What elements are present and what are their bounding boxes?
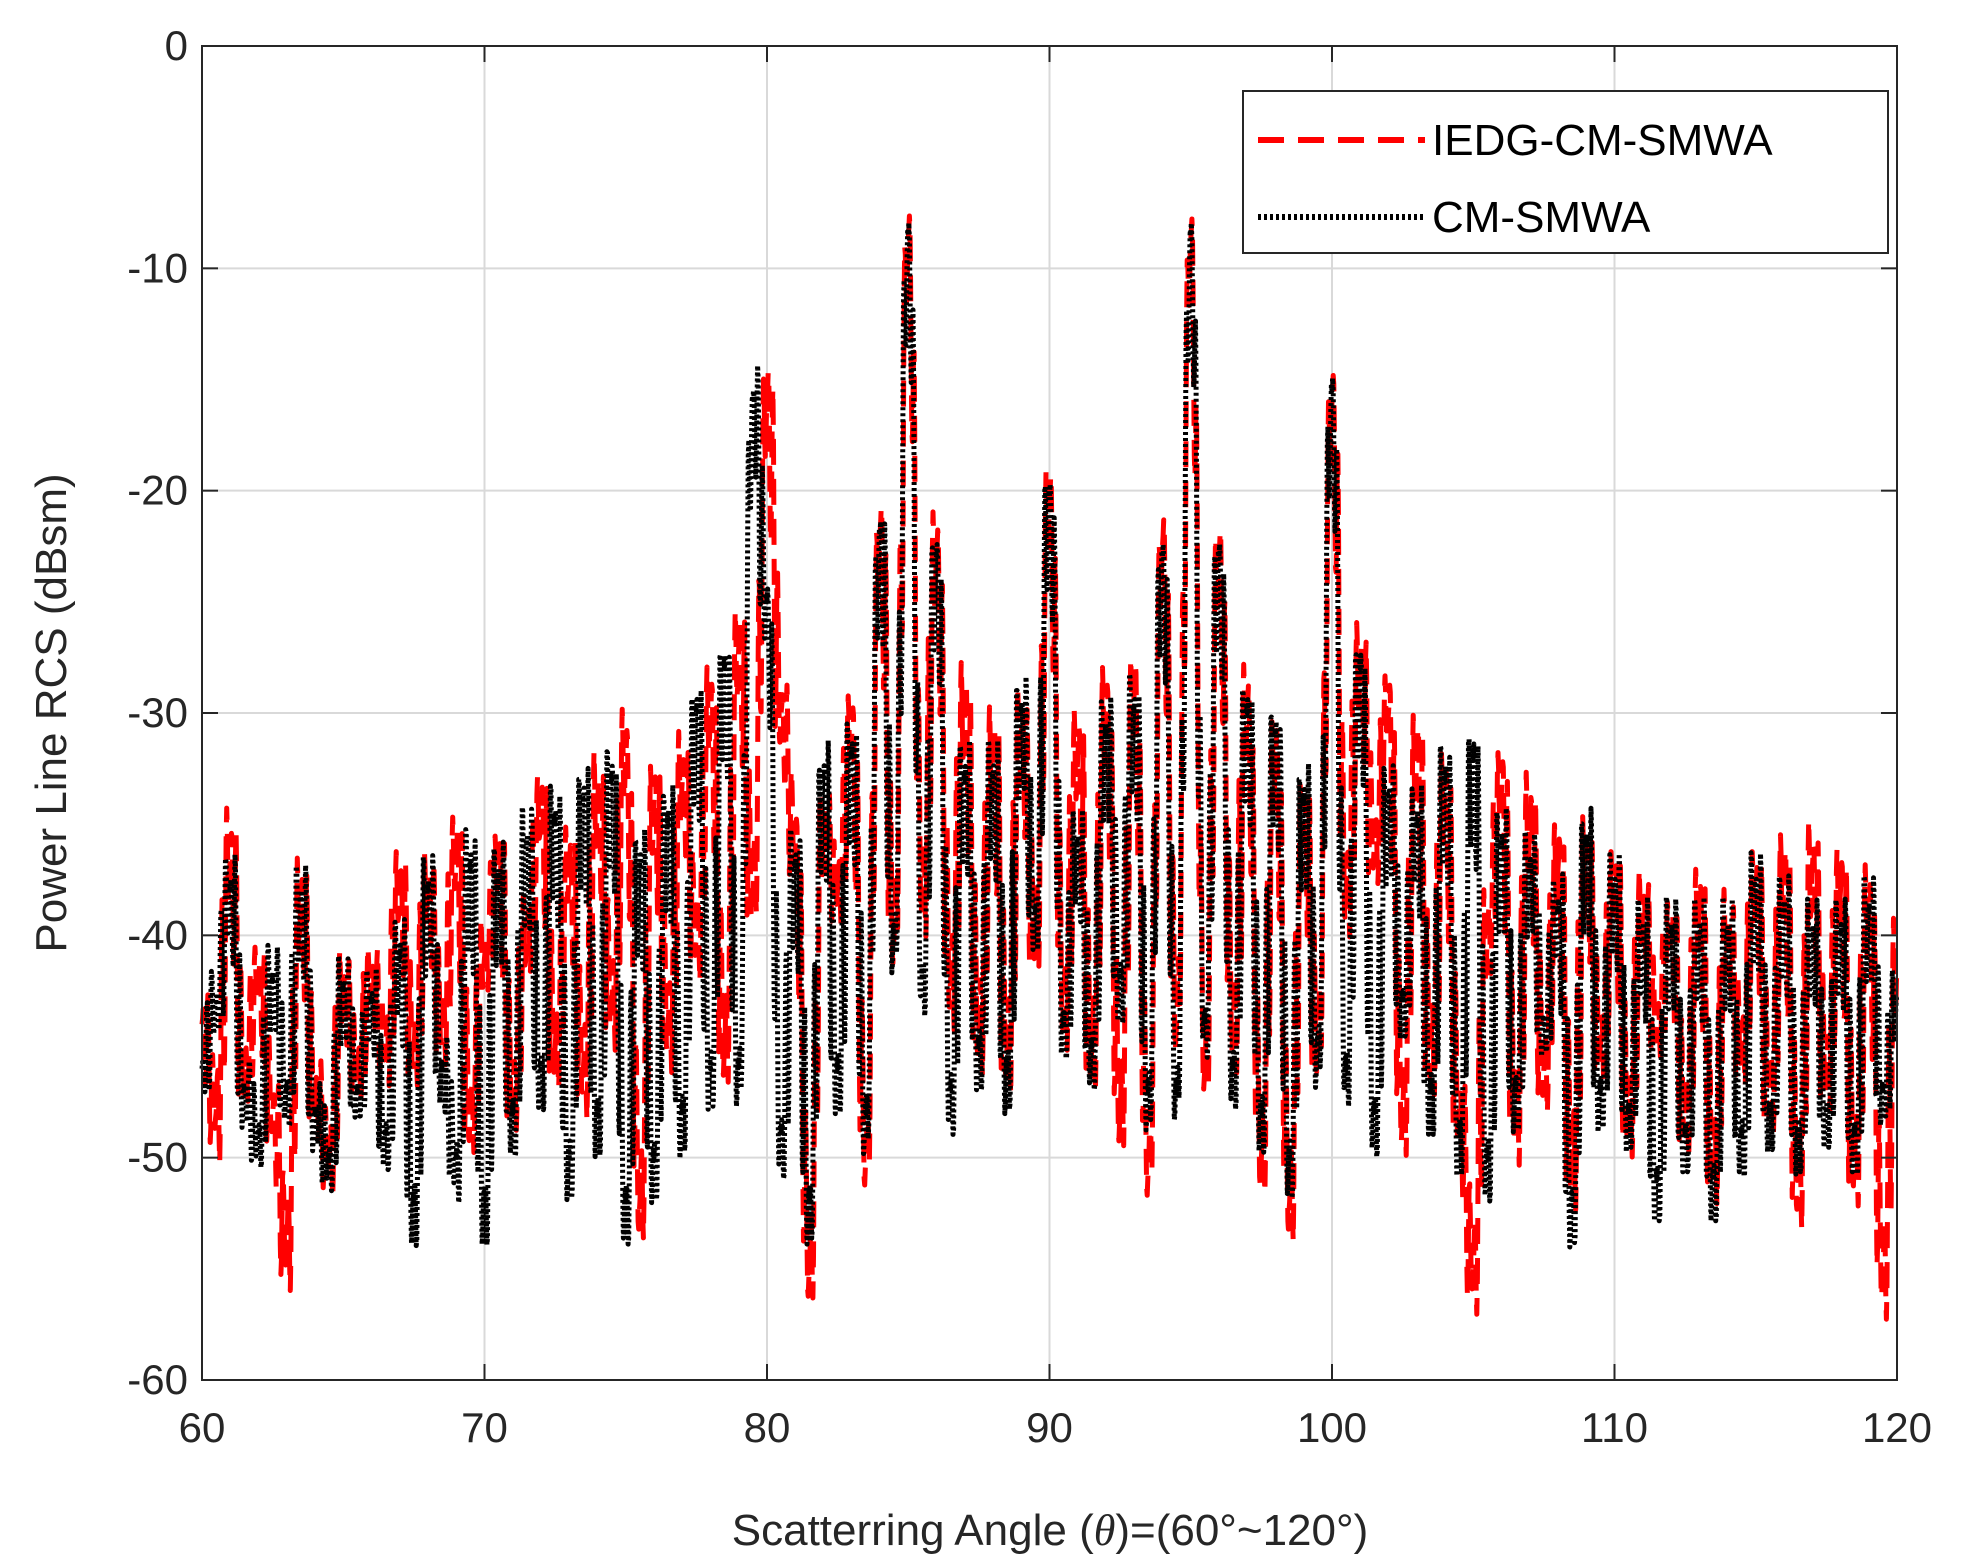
x-tick-label: 80: [744, 1404, 791, 1451]
x-tick-label: 110: [1581, 1404, 1648, 1451]
y-tick-label: 0: [165, 22, 188, 69]
y-tick-label: -30: [127, 689, 188, 736]
x-tick-label: 120: [1862, 1404, 1932, 1451]
x-tick-label: 100: [1297, 1404, 1367, 1451]
x-tick-label: 70: [461, 1404, 508, 1451]
legend-label-iedg-cm-smwa: IEDG-CM-SMWA: [1432, 116, 1773, 165]
x-tick-label: 60: [179, 1404, 226, 1451]
axis-ticks: 60 70 80 90 100 110 120 0 -10 -20 -30 -40 -50 -60: [127, 22, 1932, 1451]
legend-box: [1242, 90, 1889, 254]
grid: [202, 46, 1897, 1380]
y-tick-label: -20: [127, 467, 188, 514]
y-axis-title: Power Line RCS (dBsm): [27, 473, 76, 952]
y-tick-label: -10: [127, 244, 188, 291]
x-axis-title: Scatterring Angle (θ)=(60°~120°): [732, 1506, 1369, 1555]
y-tick-label: -50: [127, 1134, 188, 1181]
y-tick-label: -60: [127, 1356, 188, 1403]
y-tick-label: -40: [127, 911, 188, 958]
legend: IEDG-CM-SMWA CM-SMWA: [1242, 90, 1889, 254]
series-line-cm-smwa: [199, 220, 1900, 1250]
legend-label-cm-smwa: CM-SMWA: [1432, 193, 1651, 242]
plot-series: [199, 213, 1900, 1322]
x-tick-label: 90: [1026, 1404, 1073, 1451]
